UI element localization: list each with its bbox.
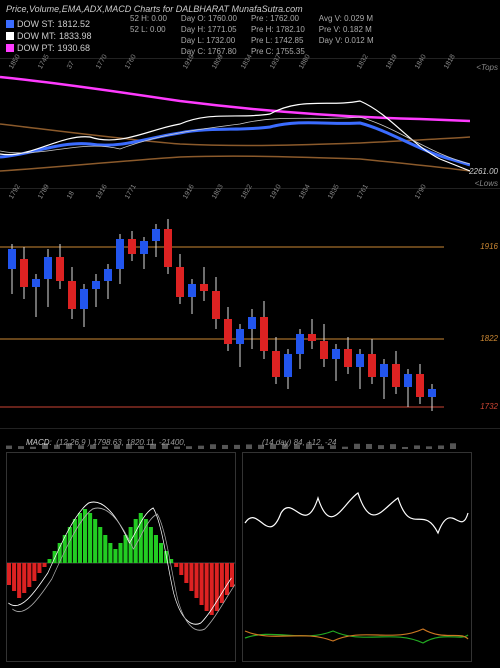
candlestick-panel: 1916182217321792178918191617711916180318… bbox=[0, 188, 500, 428]
legend-pt: DOW PT: 1930.68 bbox=[6, 43, 90, 53]
macd-panel bbox=[6, 452, 236, 662]
adx-svg bbox=[243, 453, 471, 661]
legend-st: DOW ST: 1812.52 bbox=[6, 19, 90, 29]
indicator-row: MACD: (12,26,9 ) 1798.63, 1820.11, -2140… bbox=[0, 448, 500, 668]
swatch-st bbox=[6, 20, 14, 28]
macd-title: MACD: (12,26,9 ) 1798.63, 1820.11, -2140… bbox=[26, 438, 186, 447]
ma-line-panel: <Tops 2261.00 <Lows 18501745371770176019… bbox=[0, 58, 500, 188]
adx-panel bbox=[242, 452, 472, 662]
swatch-mt bbox=[6, 32, 14, 40]
macd-svg bbox=[7, 453, 235, 661]
swatch-pt bbox=[6, 44, 14, 52]
legend-mt: DOW MT: 1833.98 bbox=[6, 31, 92, 41]
ma-lines-svg bbox=[0, 59, 470, 189]
stats-block: 52 H: 0.00Day O: 1760.00Pre : 1762.00Avg… bbox=[130, 14, 374, 56]
adx-title: (14 day) 84, +12, -24 bbox=[262, 438, 337, 447]
candlestick-svg bbox=[0, 189, 470, 429]
